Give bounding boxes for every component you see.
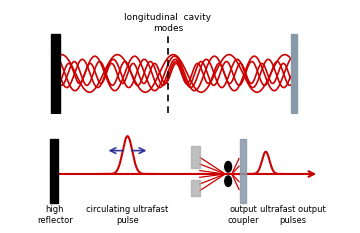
Text: ultrafast output
pulses: ultrafast output pulses [260,205,325,225]
Bar [191,146,200,168]
Bar [50,140,58,203]
Text: high
reflector: high reflector [37,205,73,225]
Bar [191,180,200,196]
Text: output
coupler: output coupler [228,205,259,225]
Ellipse shape [225,176,231,186]
Bar [240,140,246,203]
Bar [291,34,297,113]
Text: circulating ultrafast
pulse: circulating ultrafast pulse [86,205,168,225]
Text: longitudinal  cavity
modes: longitudinal cavity modes [124,13,211,33]
Bar [51,34,59,113]
Ellipse shape [225,161,231,172]
